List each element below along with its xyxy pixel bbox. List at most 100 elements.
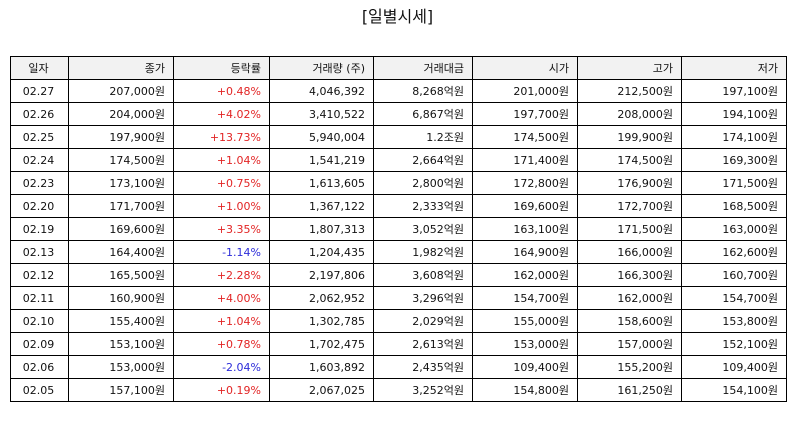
cell-amount: 3,252억원 — [373, 378, 473, 402]
cell-volume: 1,702,475 — [269, 332, 374, 356]
cell-low: 154,700원 — [681, 286, 787, 310]
cell-high: 172,700원 — [577, 194, 682, 218]
header-change-rate: 등락률 — [173, 56, 270, 80]
cell-change-rate: -2.04% — [173, 355, 270, 379]
table-row: 02.27 207,000원 +0.48% 4,046,392 8,268억원 201,0… — [10, 79, 787, 103]
cell-open: 154,700원 — [472, 286, 578, 310]
cell-amount: 2,613억원 — [373, 332, 473, 356]
cell-high: 158,600원 — [577, 309, 682, 333]
cell-amount: 1,982억원 — [373, 240, 473, 264]
header-close: 종가 — [68, 56, 174, 80]
table-row: 02.19 169,600원 +3.35% 1,807,313 3,052억원 163,1… — [10, 217, 787, 241]
cell-open: 171,400원 — [472, 148, 578, 172]
cell-high: 174,500원 — [577, 148, 682, 172]
cell-close: 204,000원 — [68, 102, 174, 126]
cell-open: 174,500원 — [472, 125, 578, 149]
cell-change-rate: +1.04% — [173, 309, 270, 333]
cell-volume: 1,541,219 — [269, 148, 374, 172]
cell-low: 109,400원 — [681, 355, 787, 379]
cell-amount: 3,296억원 — [373, 286, 473, 310]
cell-date: 02.10 — [10, 309, 69, 333]
cell-volume: 1,603,892 — [269, 355, 374, 379]
cell-close: 197,900원 — [68, 125, 174, 149]
cell-change-rate: +1.00% — [173, 194, 270, 218]
cell-open: 153,000원 — [472, 332, 578, 356]
cell-change-rate: -1.14% — [173, 240, 270, 264]
table-row: 02.24 174,500원 +1.04% 1,541,219 2,664억원 171,4… — [10, 148, 787, 172]
cell-date: 02.05 — [10, 378, 69, 402]
table-row: 02.10 155,400원 +1.04% 1,302,785 2,029억원 155,0… — [10, 309, 787, 333]
cell-amount: 2,333억원 — [373, 194, 473, 218]
cell-high: 162,000원 — [577, 286, 682, 310]
cell-open: 154,800원 — [472, 378, 578, 402]
cell-amount: 6,867억원 — [373, 102, 473, 126]
cell-open: 197,700원 — [472, 102, 578, 126]
cell-high: 212,500원 — [577, 79, 682, 103]
table-row: 02.06 153,000원 -2.04% 1,603,892 2,435억원 109,4… — [10, 355, 787, 379]
cell-close: 153,000원 — [68, 355, 174, 379]
cell-amount: 2,435억원 — [373, 355, 473, 379]
cell-date: 02.13 — [10, 240, 69, 264]
cell-open: 109,400원 — [472, 355, 578, 379]
cell-high: 166,300원 — [577, 263, 682, 287]
cell-volume: 1,367,122 — [269, 194, 374, 218]
cell-amount: 2,029억원 — [373, 309, 473, 333]
cell-change-rate: +13.73% — [173, 125, 270, 149]
cell-volume: 1,613,605 — [269, 171, 374, 195]
cell-volume: 1,807,313 — [269, 217, 374, 241]
cell-low: 168,500원 — [681, 194, 787, 218]
daily-price-table: 일자 종가 등락률 거래량 (주) 거래대금 시가 고가 저가 02.27 207… — [10, 56, 787, 402]
cell-close: 207,000원 — [68, 79, 174, 103]
cell-close: 173,100원 — [68, 171, 174, 195]
cell-low: 152,100원 — [681, 332, 787, 356]
cell-close: 174,500원 — [68, 148, 174, 172]
header-high: 고가 — [577, 56, 682, 80]
cell-date: 02.27 — [10, 79, 69, 103]
cell-high: 208,000원 — [577, 102, 682, 126]
header-date: 일자 — [10, 56, 69, 80]
cell-close: 157,100원 — [68, 378, 174, 402]
table-row: 02.26 204,000원 +4.02% 3,410,522 6,867억원 197,7… — [10, 102, 787, 126]
cell-volume: 2,062,952 — [269, 286, 374, 310]
cell-amount: 1.2조원 — [373, 125, 473, 149]
cell-close: 155,400원 — [68, 309, 174, 333]
cell-low: 194,100원 — [681, 102, 787, 126]
cell-high: 171,500원 — [577, 217, 682, 241]
cell-low: 197,100원 — [681, 79, 787, 103]
cell-volume: 1,204,435 — [269, 240, 374, 264]
cell-date: 02.24 — [10, 148, 69, 172]
cell-volume: 4,046,392 — [269, 79, 374, 103]
cell-low: 160,700원 — [681, 263, 787, 287]
cell-date: 02.11 — [10, 286, 69, 310]
cell-high: 161,250원 — [577, 378, 682, 402]
cell-date: 02.25 — [10, 125, 69, 149]
table-row: 02.12 165,500원 +2.28% 2,197,806 3,608억원 162,0… — [10, 263, 787, 287]
cell-close: 160,900원 — [68, 286, 174, 310]
cell-date: 02.12 — [10, 263, 69, 287]
cell-high: 199,900원 — [577, 125, 682, 149]
cell-date: 02.20 — [10, 194, 69, 218]
cell-change-rate: +1.04% — [173, 148, 270, 172]
cell-change-rate: +0.75% — [173, 171, 270, 195]
table-header-row: 일자 종가 등락률 거래량 (주) 거래대금 시가 고가 저가 — [10, 56, 787, 80]
header-open: 시가 — [472, 56, 578, 80]
cell-low: 154,100원 — [681, 378, 787, 402]
table-row: 02.05 157,100원 +0.19% 2,067,025 3,252억원 154,8… — [10, 378, 787, 402]
cell-date: 02.23 — [10, 171, 69, 195]
cell-change-rate: +3.35% — [173, 217, 270, 241]
cell-date: 02.06 — [10, 355, 69, 379]
cell-open: 162,000원 — [472, 263, 578, 287]
cell-low: 162,600원 — [681, 240, 787, 264]
table-row: 02.09 153,100원 +0.78% 1,702,475 2,613억원 153,0… — [10, 332, 787, 356]
header-low: 저가 — [681, 56, 787, 80]
cell-change-rate: +0.19% — [173, 378, 270, 402]
table-row: 02.11 160,900원 +4.00% 2,062,952 3,296억원 154,7… — [10, 286, 787, 310]
cell-close: 165,500원 — [68, 263, 174, 287]
cell-open: 155,000원 — [472, 309, 578, 333]
cell-change-rate: +4.00% — [173, 286, 270, 310]
cell-volume: 2,067,025 — [269, 378, 374, 402]
cell-volume: 5,940,004 — [269, 125, 374, 149]
table-row: 02.13 164,400원 -1.14% 1,204,435 1,982억원 164,9… — [10, 240, 787, 264]
cell-low: 163,000원 — [681, 217, 787, 241]
cell-low: 171,500원 — [681, 171, 787, 195]
